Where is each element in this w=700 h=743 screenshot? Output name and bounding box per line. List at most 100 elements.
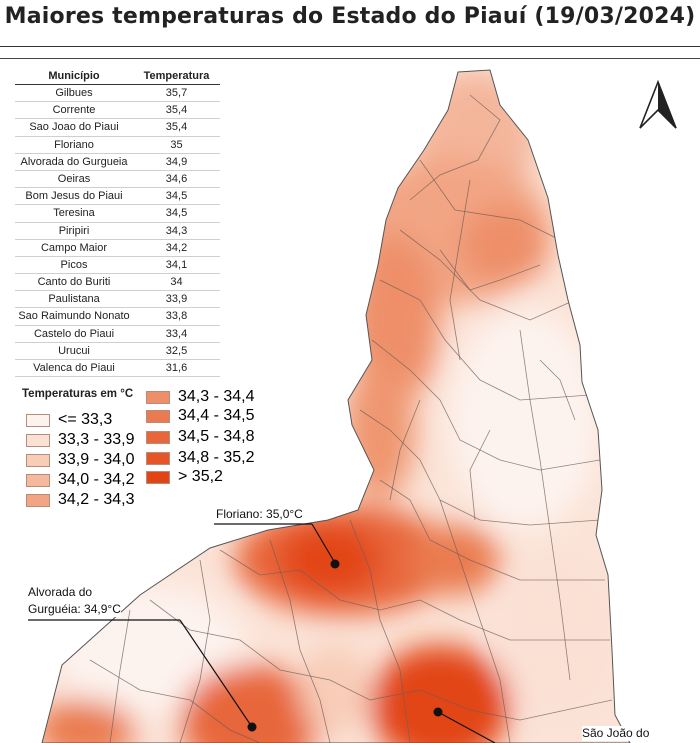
sao-joao-callout: São João do — [582, 726, 650, 741]
municipio-cell: Bom Jesus do Piaui — [25, 190, 123, 203]
municipio-cell: Floriano — [54, 138, 94, 151]
municipio-cell: Piripiri — [58, 224, 90, 237]
temperature-cell: 34,5 — [165, 207, 188, 220]
header-temperatura: Temperatura — [143, 70, 210, 82]
legend: Temperaturas em °C — [22, 388, 133, 406]
legend-label: 34,8 - 35,2 — [178, 449, 255, 466]
table-row: Urucui 32,5 — [15, 343, 220, 360]
municipio-cell: Canto do Buriti — [37, 276, 111, 289]
alvorada-marker — [247, 722, 257, 732]
temperature-cell: 34,9 — [165, 155, 188, 168]
temperature-cell: 34,1 — [165, 258, 188, 271]
municipio-cell: Sao Joao do Piaui — [29, 121, 119, 134]
legend-item: 34,0 - 34,2 — [26, 471, 135, 489]
legend-label: 34,4 - 34,5 — [178, 407, 255, 424]
temperature-cell: 31,6 — [165, 362, 188, 374]
alvorada-callout-line1: Alvorada do — [28, 585, 93, 600]
legend-label: 34,5 - 34,8 — [178, 428, 255, 445]
legend-item: 34,3 - 34,4 — [146, 388, 255, 406]
legend-item: 34,4 - 34,5 — [146, 407, 255, 425]
callout-lines — [28, 523, 496, 743]
municipio-cell: Campo Maior — [40, 241, 108, 254]
frame-line — [0, 58, 700, 59]
header-municipio: Município — [48, 70, 100, 82]
temperature-cell: 35,7 — [165, 87, 188, 99]
municipio-cell: Teresina — [53, 207, 95, 220]
legend-label: <= 33,3 — [58, 411, 113, 428]
municipio-cell: Gilbues — [55, 87, 93, 99]
municipio-cell: Alvorada do Gurgueia — [20, 155, 128, 168]
table-row: Bom Jesus do Piaui 34,5 — [15, 188, 220, 206]
legend-swatch — [26, 453, 50, 467]
municipal-borders — [89, 94, 613, 743]
legend-label: > 35,2 — [178, 468, 223, 485]
legend-item: > 35,2 — [146, 468, 223, 486]
table-row: Piripiri 34,3 — [15, 223, 220, 240]
temperature-cell: 35,4 — [165, 104, 188, 117]
floriano-marker — [330, 559, 340, 569]
alvorada-callout-line2: Gurguéia: 34,9°C — [28, 602, 121, 617]
legend-swatch — [146, 409, 170, 423]
legend-swatch — [26, 493, 50, 507]
table-row: Campo Maior 34,2 — [15, 240, 220, 257]
temperature-cell: 32,5 — [165, 344, 188, 357]
legend-swatch — [146, 390, 170, 404]
temperature-cell: 33,9 — [165, 293, 188, 306]
legend-swatch — [26, 433, 50, 447]
table-row: Valenca do Piaui 31,6 — [15, 360, 220, 378]
legend-title: Temperaturas em °C — [22, 388, 134, 400]
legend-label: 34,0 - 34,2 — [58, 471, 135, 488]
temperature-cell: 35,4 — [165, 121, 188, 134]
legend-item: 34,2 - 34,3 — [26, 491, 135, 509]
legend-swatch — [26, 473, 50, 487]
legend-item: 33,9 - 34,0 — [26, 451, 135, 469]
page-title: Maiores temperaturas do Estado do Piauí … — [4, 4, 696, 29]
temperature-cell: 33,8 — [165, 310, 188, 323]
legend-label: 34,3 - 34,4 — [178, 388, 255, 405]
state-area — [42, 70, 630, 743]
municipio-cell: Urucui — [58, 344, 90, 357]
legend-item: 34,5 - 34,8 — [146, 428, 255, 446]
table-row: Castelo do Piaui 33,4 — [15, 326, 220, 343]
temperature-cell: 34,6 — [165, 172, 188, 185]
table-row: Canto do Buriti 34 — [15, 274, 220, 292]
legend-label: 33,3 - 33,9 — [58, 431, 135, 448]
temperature-map — [28, 69, 677, 743]
legend-swatch — [146, 451, 170, 465]
municipio-cell: Castelo do Piaui — [33, 327, 115, 340]
title-bar: Maiores temperaturas do Estado do Piauí … — [0, 0, 700, 47]
legend-label: 34,2 - 34,3 — [58, 491, 135, 508]
legend-item: 34,8 - 35,2 — [146, 449, 255, 467]
table-header: Município Temperatura — [15, 68, 220, 85]
legend-swatch — [146, 430, 170, 444]
table-row: Paulistana 33,9 — [15, 291, 220, 309]
table-row: Picos 34,1 — [15, 257, 220, 275]
legend-label: 33,9 - 34,0 — [58, 451, 135, 468]
floriano-callout: Floriano: 35,0°C — [216, 507, 303, 522]
municipio-cell: Corrente — [52, 104, 96, 117]
temperature-cell: 34 — [170, 276, 183, 289]
municipio-cell: Picos — [60, 258, 88, 271]
legend-swatch — [146, 470, 170, 484]
municipio-cell: Paulistana — [48, 293, 100, 306]
state-outline — [41, 69, 631, 743]
legend-item: 33,3 - 33,9 — [26, 431, 135, 449]
temperature-cell: 35 — [170, 138, 183, 151]
table-row: Gilbues 35,7 — [15, 85, 220, 103]
temperature-cell: 33,4 — [165, 327, 188, 340]
temperature-cell: 34,2 — [165, 241, 188, 254]
municipio-cell: Oeiras — [57, 172, 91, 185]
table-row: Corrente 35,4 — [15, 102, 220, 120]
table-row: Sao Raimundo Nonato 33,8 — [15, 308, 220, 326]
table-row: Teresina 34,5 — [15, 205, 220, 223]
legend-item: <= 33,3 — [26, 411, 112, 429]
table-row: Sao Joao do Piaui 35,4 — [15, 119, 220, 137]
temperature-cell: 34,3 — [165, 224, 188, 237]
temperature-table: Município Temperatura Gilbues 35,7 Corren… — [15, 68, 220, 378]
legend-swatch — [26, 413, 50, 427]
table-row: Alvorada do Gurgueia 34,9 — [15, 154, 220, 171]
municipio-cell: Valenca do Piaui — [33, 362, 115, 374]
north-arrow-icon — [639, 79, 677, 129]
temperature-cell: 34,5 — [165, 190, 188, 203]
municipio-cell: Sao Raimundo Nonato — [18, 310, 130, 323]
